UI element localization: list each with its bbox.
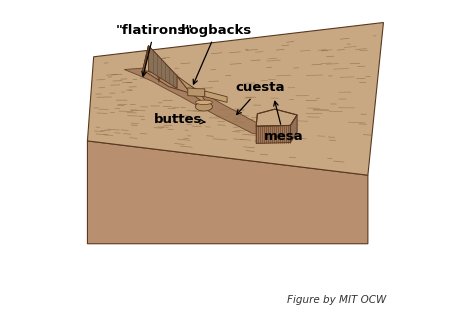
Polygon shape [177, 76, 210, 107]
Polygon shape [124, 67, 281, 136]
Text: hogbacks: hogbacks [181, 24, 252, 84]
Text: "flatirons": "flatirons" [116, 24, 193, 76]
Polygon shape [143, 46, 161, 75]
Polygon shape [87, 23, 383, 175]
Polygon shape [158, 62, 164, 82]
Polygon shape [143, 46, 191, 94]
Ellipse shape [195, 100, 212, 105]
Polygon shape [148, 46, 177, 88]
Polygon shape [87, 141, 368, 244]
Text: Figure by MIT OCW: Figure by MIT OCW [287, 295, 386, 305]
Text: cuesta: cuesta [236, 81, 285, 115]
Polygon shape [205, 91, 227, 102]
Polygon shape [291, 115, 297, 142]
Polygon shape [256, 126, 291, 143]
Polygon shape [143, 46, 148, 77]
Polygon shape [256, 109, 297, 126]
Text: mesa: mesa [264, 101, 303, 143]
Polygon shape [188, 88, 205, 97]
Polygon shape [158, 62, 175, 81]
Ellipse shape [195, 102, 212, 111]
Text: buttes: buttes [154, 113, 205, 126]
